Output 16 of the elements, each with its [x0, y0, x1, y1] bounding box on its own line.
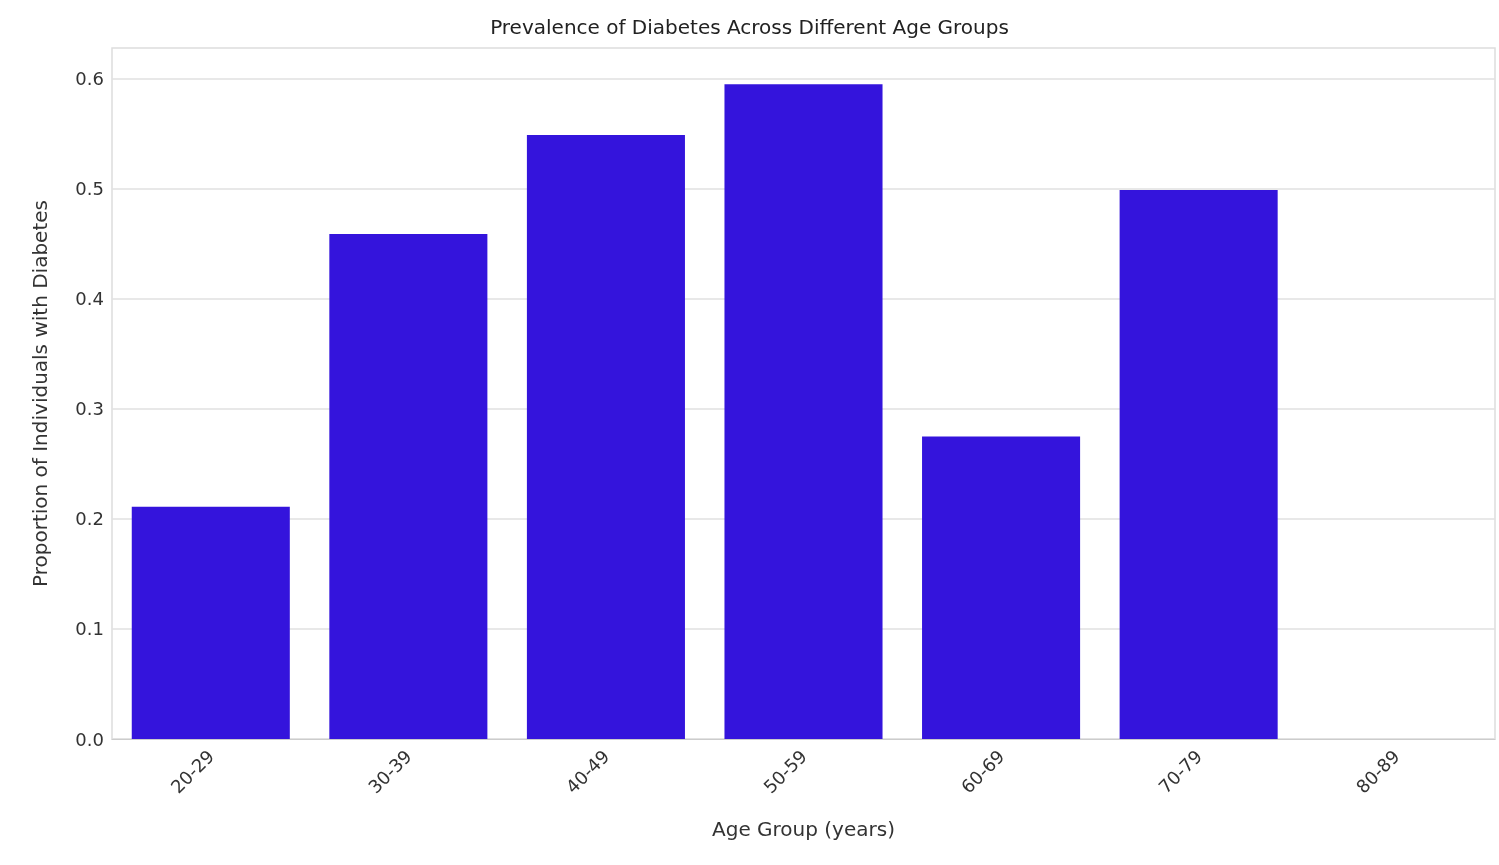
bar [1119, 189, 1278, 739]
chart-title: Prevalence of Diabetes Across Different Age Groups [490, 15, 1009, 39]
bar [724, 84, 883, 739]
bar [131, 506, 290, 739]
y-axis-title: Proportion of Individuals with Diabetes [28, 200, 52, 587]
bar [526, 134, 685, 739]
y-tick-label: 0.5 [75, 178, 104, 200]
x-axis-title: Age Group (years) [712, 817, 895, 841]
y-tick-label: 0.6 [75, 68, 104, 90]
y-tick-label: 0.1 [75, 618, 104, 640]
bar [922, 436, 1081, 739]
y-tick-label: 0.3 [75, 398, 104, 420]
bar [329, 233, 488, 739]
y-tick-label: 0.2 [75, 508, 104, 530]
y-tick-label: 0.4 [75, 288, 104, 310]
y-tick-label: 0.0 [75, 728, 104, 750]
